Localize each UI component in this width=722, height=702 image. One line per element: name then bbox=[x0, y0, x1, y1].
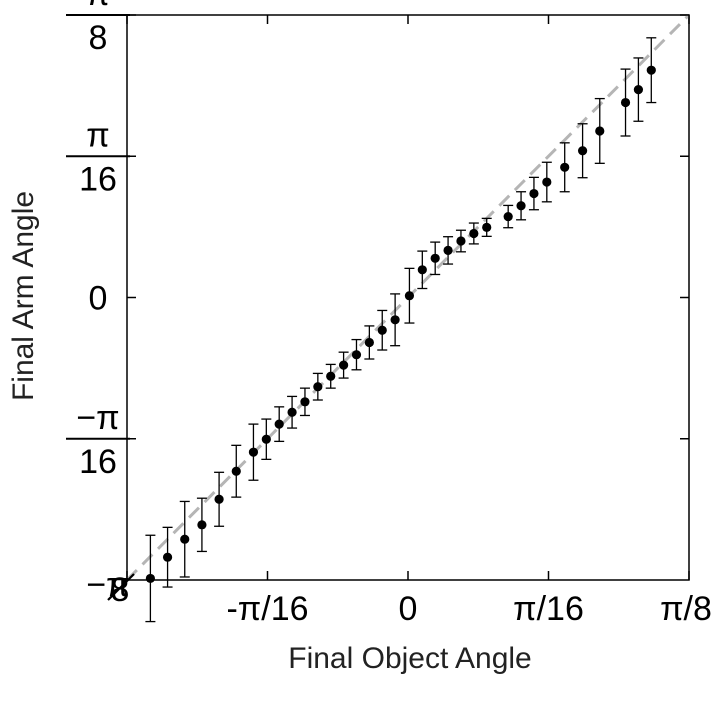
data-point bbox=[214, 495, 223, 504]
data-point bbox=[456, 236, 465, 245]
data-point bbox=[391, 315, 400, 324]
data-point bbox=[352, 350, 361, 359]
data-point bbox=[287, 408, 296, 417]
data-point bbox=[634, 85, 643, 94]
data-point bbox=[418, 265, 427, 274]
data-point bbox=[482, 223, 491, 232]
x-axis-title: Final Object Angle bbox=[288, 642, 531, 675]
data-point bbox=[313, 382, 322, 391]
x-corner-denominator: 8 bbox=[111, 571, 130, 609]
data-point bbox=[560, 163, 569, 172]
data-point bbox=[326, 372, 335, 381]
data-point bbox=[300, 397, 309, 406]
y-tick-layer: π 8 π 16 0 −π 16 bbox=[66, 0, 689, 481]
data-point bbox=[647, 66, 656, 75]
data-point bbox=[197, 520, 206, 529]
point-layer bbox=[146, 66, 656, 583]
data-point bbox=[469, 229, 478, 238]
data-point bbox=[180, 535, 189, 544]
data-point bbox=[578, 146, 587, 155]
x-tick-label: -π/16 bbox=[226, 590, 308, 628]
data-point bbox=[504, 212, 513, 221]
data-point bbox=[443, 246, 452, 255]
data-point bbox=[529, 189, 538, 198]
y-tick-denominator: 8 bbox=[89, 19, 108, 57]
data-point bbox=[163, 553, 172, 562]
x-tick-label: 0 bbox=[399, 590, 418, 628]
data-point bbox=[595, 126, 604, 135]
y-tick-label: 0 bbox=[89, 280, 108, 318]
data-point bbox=[365, 338, 374, 347]
y-tick-numerator: −π bbox=[76, 399, 119, 437]
data-point bbox=[621, 98, 630, 107]
x-tick-label: π/8 bbox=[660, 590, 712, 628]
data-point bbox=[431, 254, 440, 263]
y-axis-title: Final Arm Angle bbox=[7, 191, 40, 401]
data-point bbox=[405, 291, 414, 300]
data-point bbox=[516, 201, 525, 210]
data-point bbox=[249, 448, 258, 457]
y-tick-numerator: π bbox=[86, 116, 109, 154]
data-point bbox=[146, 574, 155, 583]
y-tick-denominator: 16 bbox=[79, 160, 117, 198]
y-tick-denominator: 16 bbox=[79, 443, 117, 481]
data-point bbox=[275, 420, 284, 429]
x-tick-label: π/16 bbox=[513, 590, 584, 628]
data-point bbox=[378, 326, 387, 335]
data-point bbox=[339, 361, 348, 370]
data-point bbox=[542, 177, 551, 186]
data-point bbox=[262, 435, 271, 444]
y-tick-numerator: π bbox=[86, 0, 109, 13]
data-point bbox=[232, 467, 241, 476]
